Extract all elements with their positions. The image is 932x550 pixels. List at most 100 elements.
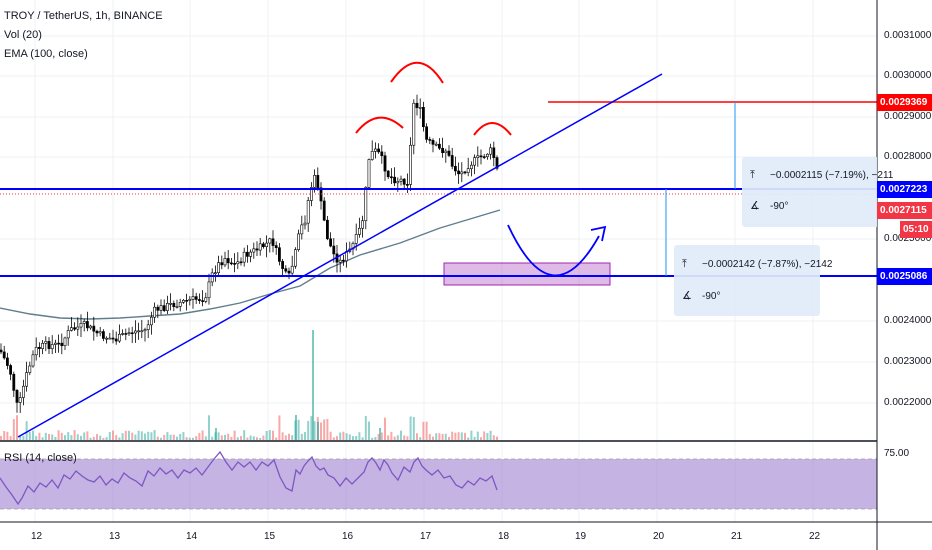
candle-body [482, 156, 486, 158]
volume-bar [339, 432, 342, 440]
volume-bar [121, 433, 124, 440]
volume-bar [163, 434, 166, 440]
candle-body [73, 327, 77, 330]
volume-bar [60, 432, 63, 440]
volume-bar [275, 437, 278, 440]
volume-bar [188, 437, 191, 440]
left-shoulder-arc[interactable] [355, 116, 404, 134]
volume-bar [489, 430, 492, 440]
time-tick: 14 [186, 531, 198, 542]
volume-bar [425, 421, 428, 440]
measure-box-1[interactable]: ⤒ −0.0002115 (−7.19%), −211 ∡ -90° [742, 157, 893, 227]
measure-box-2[interactable]: ⤒ −0.0002142 (−7.87%), −2142 ∡ -90° [674, 245, 832, 316]
candle-body [255, 248, 259, 251]
volume-bar [384, 417, 386, 440]
volume-bar [201, 430, 204, 440]
candle-body [92, 325, 96, 332]
volume-bar [348, 434, 351, 440]
candle-body [453, 166, 457, 172]
volume-bar [160, 437, 162, 440]
candle-body [188, 298, 192, 301]
trend-line[interactable] [17, 73, 663, 438]
volume-bar [9, 436, 12, 440]
right-shoulder-arc[interactable] [473, 122, 512, 136]
volume-bar [467, 437, 470, 440]
candle-body [373, 148, 377, 152]
target-price-label: 0.0029369 [877, 94, 932, 111]
candles [0, 94, 499, 413]
volume-bar [268, 430, 271, 440]
volume-bar [227, 433, 230, 440]
candle-body [357, 227, 361, 235]
price-tick: 0.0023000 [884, 356, 932, 367]
candle-body [217, 262, 221, 273]
candle-body [18, 397, 22, 403]
candle-body [137, 330, 141, 333]
head-arc[interactable] [390, 61, 444, 84]
candle-body [380, 151, 384, 157]
volume-bar [390, 431, 393, 440]
candle-body [274, 245, 278, 249]
volume-bar [320, 422, 322, 440]
volume-bar [25, 421, 28, 440]
target-zone-box[interactable] [443, 262, 611, 286]
candle-body [293, 249, 297, 267]
candle-body [210, 272, 214, 283]
candle-body [214, 272, 217, 274]
volume-bar [172, 434, 175, 440]
candle-body [127, 332, 131, 335]
volume-bar [492, 435, 495, 440]
volume-bar [131, 432, 134, 440]
volume-bar [176, 436, 178, 440]
volume-bar [150, 432, 153, 440]
volume-bar [38, 432, 41, 440]
candle-body [118, 333, 121, 342]
volume-bar [156, 436, 159, 440]
candle-body [89, 325, 93, 329]
candle-body [402, 178, 406, 185]
volume-bar [364, 416, 367, 440]
ema-indicator-label[interactable]: EMA (100, close) [4, 48, 88, 60]
projection-curve[interactable] [507, 224, 600, 277]
candle-body [329, 238, 333, 247]
volume-bar [192, 437, 194, 440]
candle-body [233, 263, 237, 265]
volume-bar [317, 422, 319, 440]
rsi-indicator-label[interactable]: RSI (14, close) [4, 452, 77, 464]
candle-body [399, 178, 403, 182]
volume-bar [252, 436, 255, 440]
candle-body [15, 390, 19, 403]
volume-bar [435, 433, 438, 440]
volume-indicator-label[interactable]: Vol (20) [4, 29, 42, 41]
candle-body [457, 170, 461, 175]
volume-bar [448, 437, 450, 440]
volume-bar [278, 415, 281, 440]
volume-bar [476, 431, 479, 440]
candle-body [0, 349, 3, 353]
candle-body [316, 175, 320, 189]
volume-bar [454, 432, 457, 440]
candle-body [341, 259, 345, 262]
candle-body [79, 323, 83, 328]
volume-bar [108, 431, 111, 440]
candle-body [489, 147, 493, 155]
candle-body [460, 171, 464, 175]
volume-bar [220, 435, 223, 440]
candle-body [479, 155, 483, 158]
volume-bar [297, 419, 300, 440]
volume-bar [0, 436, 2, 440]
volume-bar [403, 435, 406, 440]
volume-bar [345, 433, 348, 440]
candle-body [185, 299, 189, 302]
volume-bar [128, 430, 130, 440]
volume-bar [230, 436, 233, 440]
candle-body [268, 238, 272, 244]
volume-bar [169, 434, 172, 440]
candle-body [249, 251, 253, 257]
volume-bar [28, 431, 31, 440]
volume-bar [272, 430, 274, 440]
candle-body [21, 385, 25, 398]
volume-bar [288, 433, 290, 440]
candle-body [428, 139, 432, 141]
